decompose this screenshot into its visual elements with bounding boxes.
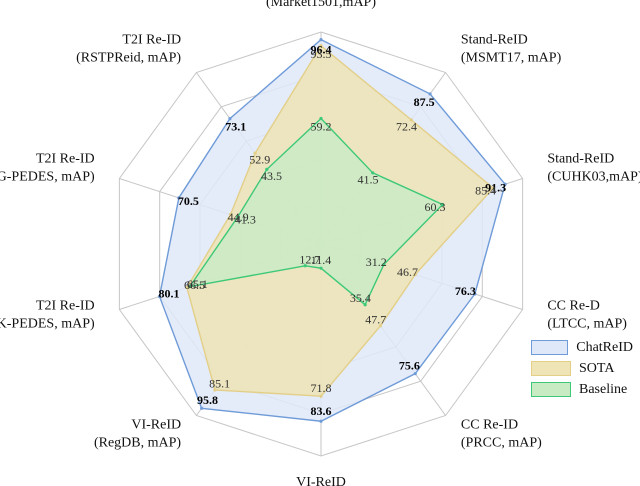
axis-label-1-line2: (MSMT17, mAP) [461, 50, 562, 65]
value-label-baseline-4: 35.4 [350, 291, 371, 305]
data-point-baseline-4 [363, 303, 367, 307]
legend-item-baseline: Baseline [531, 379, 633, 400]
value-label-baseline-0: 59.2 [311, 119, 332, 133]
value-label-baseline-8: 41.3 [235, 212, 256, 226]
value-label-chatreid-4: 75.6 [399, 359, 420, 373]
value-label-chatreid-6: 95.8 [197, 393, 218, 407]
data-point-sota-7 [185, 285, 189, 290]
value-labels: 96.4 87.5 91.3 76.3 75.6 83.6 95.8 80.1 70.5 73.1… [159, 43, 507, 419]
legend-item-sota: SOTA [531, 358, 633, 379]
value-label-baseline-7: 65.1 [187, 277, 208, 291]
value-label-sota-1: 72.4 [396, 119, 417, 133]
axis-label-4-line1: CC Re-ID [461, 418, 518, 433]
value-label-baseline-6: 12.7 [299, 252, 320, 266]
value-label-sota-8: 44.9 [228, 210, 249, 224]
data-point-baseline-9 [265, 167, 269, 171]
data-point-sota-8 [228, 212, 233, 217]
axis-label-8-line1: T2I Re-ID [36, 151, 95, 166]
legend-swatch-chatreid [531, 340, 569, 355]
legend-item-chatreid: ChatReID [531, 337, 633, 358]
axis-label-8-line2: (ICFG-PEDES, mAP) [0, 169, 95, 184]
axis-label-2-line2: (CUHK03,mAP) [547, 169, 640, 184]
value-label-chatreid-9: 73.1 [225, 120, 246, 134]
data-point-chatreid-5 [319, 419, 323, 423]
value-label-baseline-5: 11.4 [311, 253, 332, 267]
data-point-chatreid-1 [428, 92, 432, 96]
value-label-chatreid-0: 96.4 [311, 43, 332, 57]
data-point-sota-5 [319, 394, 323, 398]
data-point-baseline-6 [303, 264, 307, 268]
data-point-baseline-0 [319, 116, 323, 121]
legend: ChatReID SOTA Baseline [531, 337, 633, 400]
data-point-sota-2 [491, 186, 495, 190]
data-point-chatreid-7 [157, 294, 162, 299]
legend-label-sota: SOTA [579, 360, 615, 376]
data-point-sota-0 [319, 44, 323, 48]
value-label-baseline-1: 41.5 [358, 172, 379, 186]
data-point-chatreid-0 [319, 38, 323, 42]
data-point-chatreid-2 [503, 182, 507, 186]
data-point-baseline-8 [236, 215, 240, 219]
data-point-sota-6 [213, 388, 217, 392]
data-point-chatreid-4 [413, 372, 417, 376]
axis-label-9-line1: T2I Re-ID [122, 32, 181, 47]
data-point-baseline-1 [371, 171, 375, 175]
value-label-sota-0: 93.5 [311, 47, 332, 61]
data-point-chatreid-6 [200, 406, 204, 410]
axis-label-3-line2: (LTCC, mAP) [547, 317, 627, 332]
value-label-chatreid-1: 87.5 [414, 95, 435, 109]
value-label-sota-5: 71.8 [311, 381, 332, 395]
axis-label-1-line1: Stand-ReID [461, 32, 528, 47]
value-label-sota-9: 52.9 [249, 153, 270, 167]
value-label-chatreid-7: 80.1 [159, 286, 180, 300]
value-label-sota-3: 46.7 [397, 265, 418, 279]
value-label-sota-6: 85.1 [209, 376, 230, 390]
radar-series [157, 38, 507, 423]
axis-label-0-line2: (Market1501,mAP) [266, 0, 376, 10]
value-label-sota-4: 47.7 [365, 312, 386, 326]
value-label-chatreid-5: 83.6 [311, 404, 332, 418]
value-label-baseline-9: 43.5 [261, 169, 282, 183]
legend-swatch-baseline [531, 382, 571, 397]
axis-label-6-line1: VI-ReID [131, 418, 181, 433]
data-point-sota-3 [413, 272, 417, 277]
axis-label-3-line1: CC Re-D [547, 299, 600, 314]
legend-label-chatreid: ChatReID [576, 339, 633, 355]
data-point-chatreid-3 [473, 292, 477, 296]
data-point-sota-9 [253, 151, 257, 155]
value-label-baseline-3: 31.2 [366, 255, 387, 269]
axis-label-7-line2: (CUHK-PEDES, mAP) [0, 317, 95, 332]
value-label-baseline-2: 60.3 [424, 200, 445, 214]
axis-label-2-line1: Stand-ReID [547, 151, 614, 166]
value-label-chatreid-8: 70.5 [178, 194, 199, 208]
data-point-baseline-5 [319, 266, 323, 270]
axis-label-6-line2: (RegDB, mAP) [94, 436, 181, 451]
axis-label-9-line2: (RSTPReid, mAP) [76, 50, 181, 65]
axis-label-4-line2: (PRCC, mAP) [461, 436, 542, 451]
data-point-chatreid-9 [228, 117, 232, 121]
legend-label-baseline: Baseline [579, 381, 628, 397]
data-point-sota-4 [378, 324, 383, 328]
value-label-chatreid-3: 76.3 [455, 284, 476, 298]
axis-label-7-line1: T2I Re-ID [36, 299, 95, 314]
data-point-baseline-7 [188, 285, 192, 289]
data-point-baseline-2 [440, 202, 445, 207]
value-label-sota-2: 85.4 [475, 184, 496, 198]
axis-label-5-line1: VI-ReID [296, 475, 346, 486]
legend-swatch-sota [531, 361, 571, 376]
data-point-sota-1 [409, 118, 413, 122]
value-label-chatreid-2: 91.3 [485, 180, 506, 194]
data-point-baseline-3 [382, 262, 386, 267]
value-label-sota-7: 66.5 [184, 278, 205, 292]
data-point-chatreid-8 [177, 196, 181, 200]
